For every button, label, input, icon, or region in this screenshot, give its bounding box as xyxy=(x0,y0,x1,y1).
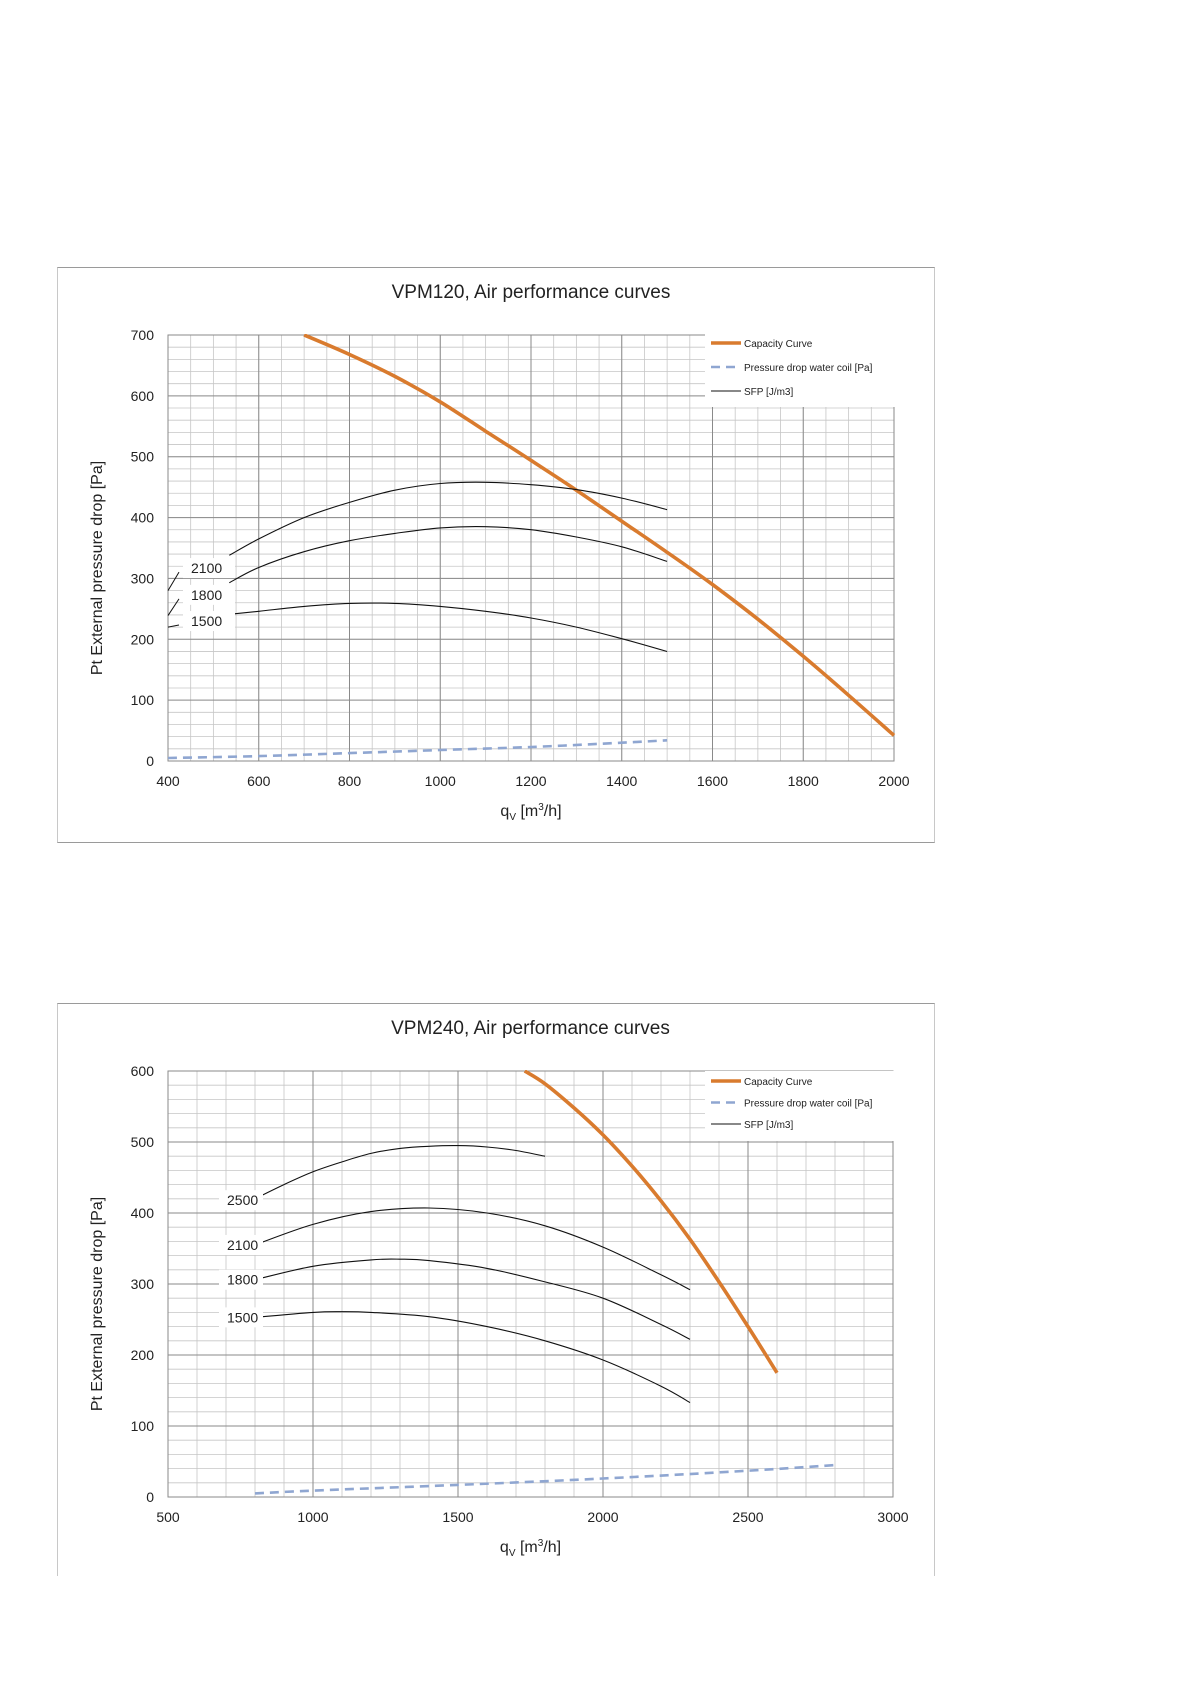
capacity-curve xyxy=(303,334,896,737)
sfp-curve-1500 xyxy=(229,602,668,653)
y-tick-label: 400 xyxy=(131,1205,155,1221)
y-tick-label: 200 xyxy=(131,631,155,647)
legend-bg xyxy=(705,333,895,407)
x-tick-label: 1500 xyxy=(442,1509,473,1525)
x-tick-label: 1400 xyxy=(606,773,637,789)
x-tick-label: 1000 xyxy=(425,773,456,789)
y-tick-label: 100 xyxy=(131,692,155,708)
capacity-curve xyxy=(523,1070,779,1374)
curve-label-leader xyxy=(167,624,180,628)
y-tick-label: 600 xyxy=(131,1063,155,1079)
y-tick-label: 500 xyxy=(131,449,155,465)
sfp-curve-2100 xyxy=(254,1207,691,1291)
y-tick-label: 400 xyxy=(131,510,155,526)
plot-area-border xyxy=(167,1070,894,1498)
sfp-curve-2500 xyxy=(254,1145,546,1200)
x-tick-label: 600 xyxy=(247,773,271,789)
curve-label-bg xyxy=(219,1307,263,1328)
y-tick-label: 0 xyxy=(146,753,154,769)
x-tick-label: 2000 xyxy=(878,773,909,789)
x-tick-label: 1200 xyxy=(515,773,546,789)
legend-label-sfp: SFP [J/m3] xyxy=(744,1120,793,1131)
x-tick-label: 2000 xyxy=(587,1509,618,1525)
legend-label-capacity: Capacity Curve xyxy=(744,339,813,350)
curve-label: 1500 xyxy=(191,613,222,629)
curve-label: 2100 xyxy=(227,1237,258,1253)
curve-label-leader xyxy=(167,571,180,591)
curve-label: 1500 xyxy=(227,1309,258,1325)
legend-label-sfp: SFP [J/m3] xyxy=(744,387,793,398)
y-tick-label: 600 xyxy=(131,388,155,404)
chart-title: VPM240, Air performance curves xyxy=(391,1018,670,1039)
series-group xyxy=(254,1070,836,1495)
y-tick-label: 200 xyxy=(131,1347,155,1363)
y-tick-label: 300 xyxy=(131,570,155,586)
x-tick-label: 3000 xyxy=(877,1509,908,1525)
legend-label-water: Pressure drop water coil [Pa] xyxy=(744,363,873,374)
y-tick-label: 500 xyxy=(131,1134,155,1150)
curve-label-bg xyxy=(219,1269,263,1290)
y-tick-label: 0 xyxy=(146,1489,154,1505)
y-tick-label: 300 xyxy=(131,1276,155,1292)
chart-vpm120-svg: VPM120, Air performance curves 400 600 800 1… xyxy=(89,282,910,823)
curve-label-bg xyxy=(183,558,235,579)
legend-label-water: Pressure drop water coil [Pa] xyxy=(744,1099,873,1110)
x-tick-label: 500 xyxy=(156,1509,180,1525)
water-coil-pressure-curve xyxy=(168,739,668,760)
x-tick-label: 400 xyxy=(156,773,180,789)
water-coil-pressure-curve xyxy=(254,1463,836,1495)
x-axis-title: qV [m3/h] xyxy=(500,802,561,823)
y-tick-label: 100 xyxy=(131,1418,155,1434)
chart-vpm240: VPM240, Air performance curves 500 1000 150… xyxy=(57,1003,935,1576)
x-tick-label: 800 xyxy=(338,773,362,789)
curve-label: 1800 xyxy=(227,1272,258,1288)
curve-label-bg xyxy=(219,1190,263,1211)
grid xyxy=(167,334,895,762)
plot-area-border xyxy=(167,334,895,762)
sfp-curve-1800 xyxy=(254,1258,691,1340)
y-axis-title: Pt External pressure drop [Pa] xyxy=(89,461,106,675)
series-group xyxy=(168,334,896,760)
x-tick-label: 1600 xyxy=(697,773,728,789)
curve-label-leader xyxy=(167,598,180,616)
x-axis-title: qV [m3/h] xyxy=(500,1538,561,1559)
curve-label: 1800 xyxy=(191,587,222,603)
sfp-curve-1500 xyxy=(254,1311,691,1404)
curve-label: 2500 xyxy=(227,1192,258,1208)
curve-label-bg xyxy=(183,611,235,632)
y-axis-title: Pt External pressure drop [Pa] xyxy=(89,1197,106,1411)
sfp-curve-1800 xyxy=(229,526,668,584)
legend-label-capacity: Capacity Curve xyxy=(744,1077,813,1088)
curve-label-bg xyxy=(183,584,235,605)
curve-label-bg xyxy=(219,1234,263,1255)
chart-vpm120: VPM120, Air performance curves 400 600 800 1… xyxy=(57,267,935,843)
x-tick-label: 1000 xyxy=(297,1509,328,1525)
y-tick-label: 700 xyxy=(131,327,155,343)
x-tick-label: 2500 xyxy=(732,1509,763,1525)
chart-title: VPM120, Air performance curves xyxy=(392,282,671,303)
x-tick-label: 1800 xyxy=(788,773,819,789)
sfp-curve-2100 xyxy=(229,481,668,556)
curve-label: 2100 xyxy=(191,560,222,576)
